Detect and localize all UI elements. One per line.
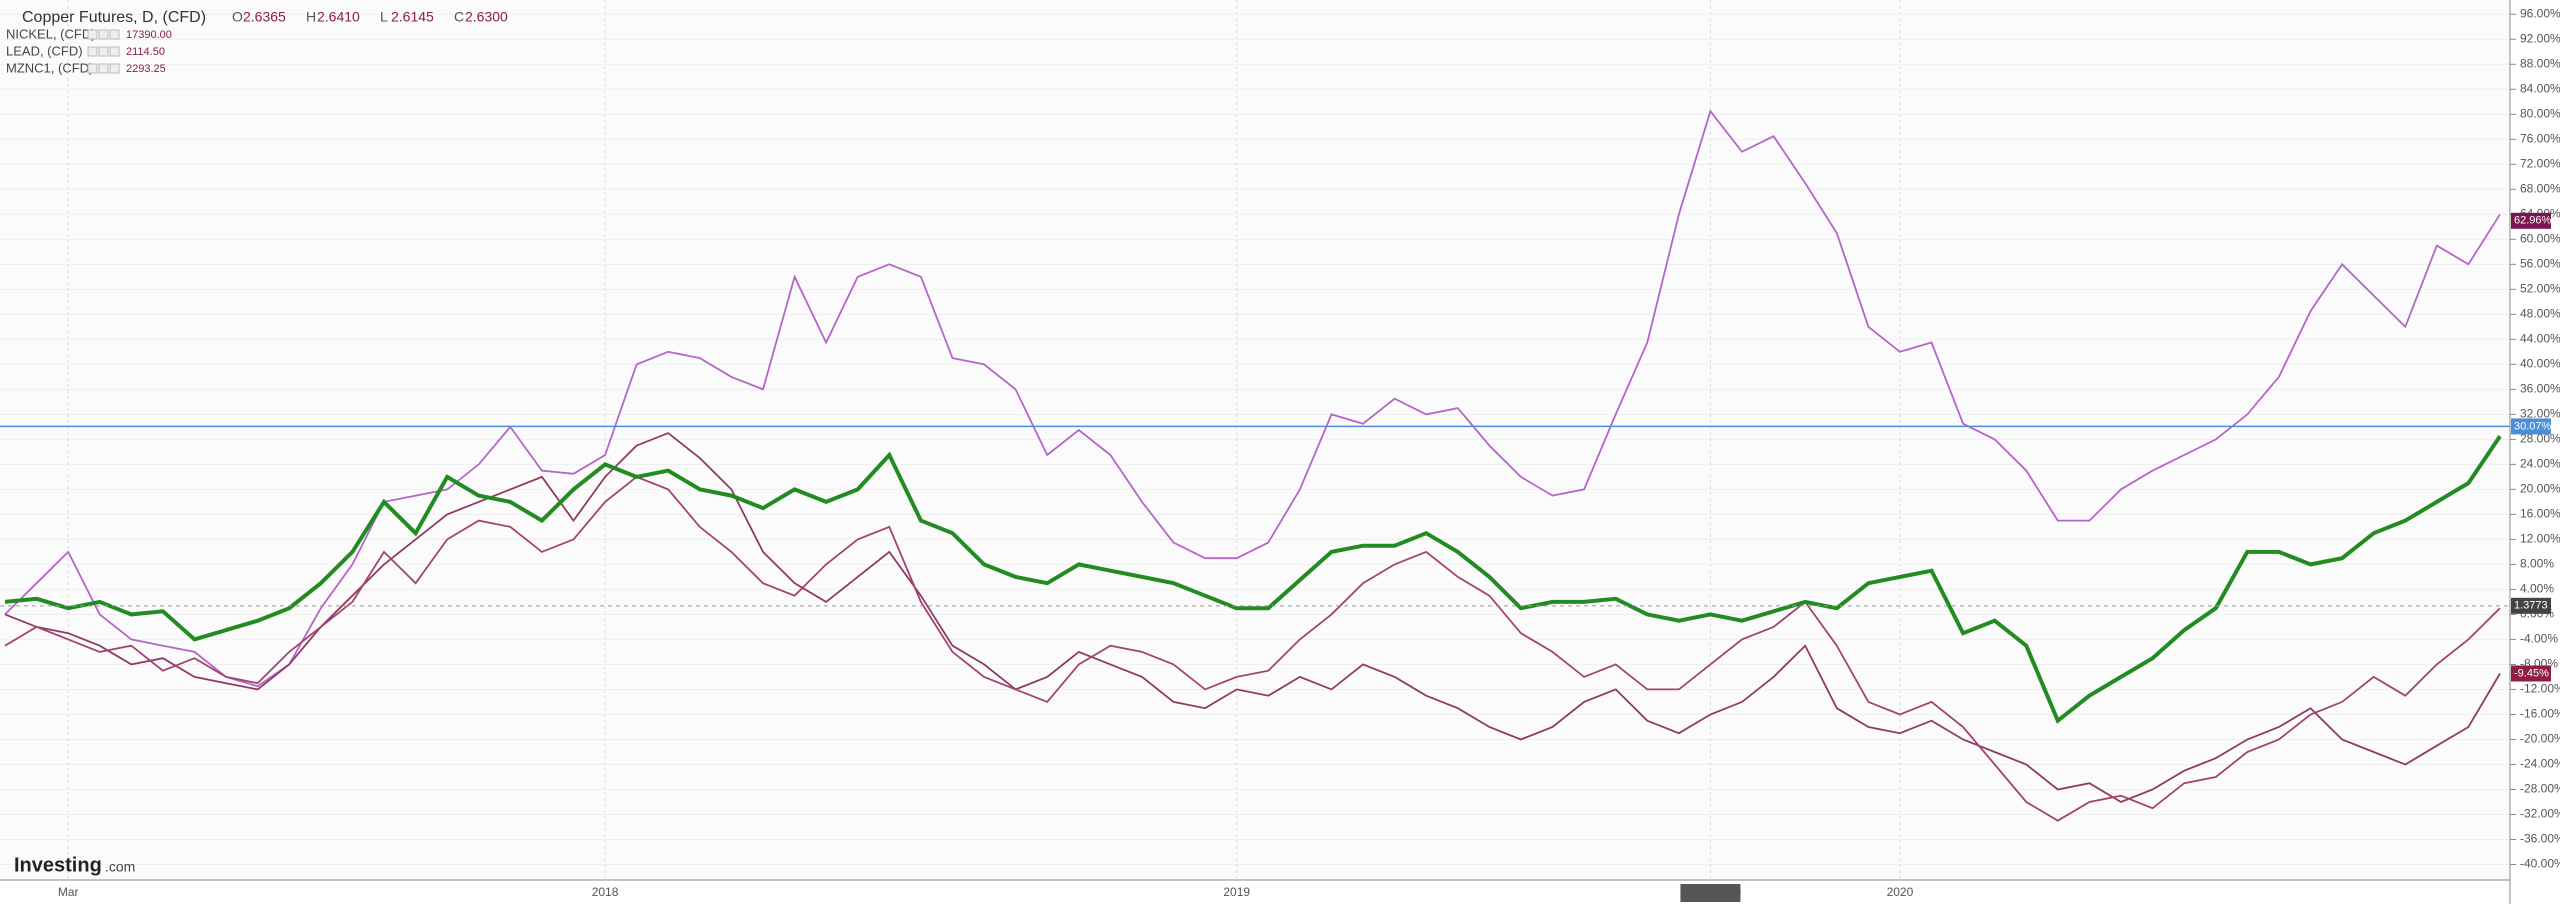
legend-button <box>109 29 120 40</box>
watermark-suffix: .com <box>105 859 135 875</box>
y-tick-label: 44.00% <box>2520 332 2560 346</box>
y-tick-label: 72.00% <box>2520 156 2560 170</box>
legend: Copper Futures, D, (CFD) O 2.6365 H 2.6410 L 2… <box>6 9 508 877</box>
x-tick-label: 2019 <box>1223 885 1250 899</box>
x-tick-label: 2020 <box>1887 885 1914 899</box>
y-tick-label: 84.00% <box>2520 81 2560 95</box>
ohlc-key: O <box>232 9 243 25</box>
y-tick-label: -24.00% <box>2520 757 2560 771</box>
legend-button <box>109 46 120 57</box>
y-tick-label: -28.00% <box>2520 782 2560 796</box>
y-tick-label: -4.00% <box>2520 632 2558 646</box>
legend-button <box>87 46 98 57</box>
y-tick-label: 24.00% <box>2520 457 2560 471</box>
x-tick-label: Mar <box>58 885 79 899</box>
y-tick-label: -12.00% <box>2520 682 2560 696</box>
series-line <box>4 475 2501 822</box>
y-tick-label: 48.00% <box>2520 307 2560 321</box>
y-tick-label: 40.00% <box>2520 357 2560 371</box>
y-tick-label: 56.00% <box>2520 256 2560 270</box>
watermark: Investing <box>14 854 102 876</box>
y-tick-label: 80.00% <box>2520 106 2560 120</box>
x-tick-label: 2018 <box>592 885 619 899</box>
axis-badge-label: 62.96% <box>2514 215 2552 227</box>
grid <box>0 0 2510 880</box>
lines <box>0 109 2510 822</box>
axis-badge-label: 30.07% <box>2514 420 2552 432</box>
y-tick-label: 76.00% <box>2520 131 2560 145</box>
axis-badge <box>2511 418 2551 435</box>
ohlc-value: 2.6300 <box>465 9 508 25</box>
y-tick-label: 20.00% <box>2520 482 2560 496</box>
y-tick-label: -36.00% <box>2520 832 2560 846</box>
legend-button <box>109 63 120 74</box>
axis-badge-label: 1.3773 <box>2514 600 2548 612</box>
legend-name: LEAD, (CFD) <box>6 43 83 58</box>
legend-value: 17390.00 <box>126 29 172 41</box>
y-tick-label: -16.00% <box>2520 707 2560 721</box>
x-tick-label: 2019-09-20 <box>1680 885 1742 899</box>
y-tick-label: -32.00% <box>2520 807 2560 821</box>
y-tick-label: 68.00% <box>2520 181 2560 195</box>
axis-badge-label: -9.45% <box>2514 667 2549 679</box>
series-line <box>4 432 2501 803</box>
legend-button <box>98 63 109 74</box>
y-tick-label: 60.00% <box>2520 231 2560 245</box>
legend-name: NICKEL, (CFD) <box>6 26 96 41</box>
axis-badge <box>2511 665 2551 682</box>
y-tick-label: -20.00% <box>2520 732 2560 746</box>
y-tick-label: 4.00% <box>2520 582 2554 596</box>
ohlc-key: C <box>454 9 464 25</box>
axis-labels: -40.00% -36.00% -32.00% -28.00% -24.00% -20.0… <box>58 6 2560 902</box>
legend-button <box>87 63 98 74</box>
y-tick-label: 28.00% <box>2520 432 2560 446</box>
series-line <box>4 435 2502 724</box>
chart-title: Copper Futures, D, (CFD) <box>22 9 206 26</box>
y-tick-label: -40.00% <box>2520 857 2560 871</box>
legend-button <box>98 46 109 57</box>
y-tick-label: 96.00% <box>2520 6 2560 20</box>
ohlc-value: 2.6145 <box>391 9 434 25</box>
legend-button <box>98 29 109 40</box>
legend-value: 2114.50 <box>126 46 165 58</box>
legend-value: 2293.25 <box>126 63 166 75</box>
plot-area <box>0 0 2510 880</box>
y-tick-label: 92.00% <box>2520 31 2560 45</box>
ohlc-value: 2.6365 <box>243 9 286 25</box>
y-tick-label: 52.00% <box>2520 282 2560 296</box>
legend-button <box>87 29 98 40</box>
y-tick-label: 8.00% <box>2520 557 2554 571</box>
axis-badge <box>2511 212 2551 229</box>
crosshair-label-bg <box>1680 884 1741 902</box>
y-tick-label: 16.00% <box>2520 507 2560 521</box>
ohlc-value: 2.6410 <box>317 9 360 25</box>
ohlc-key: L <box>380 9 388 25</box>
axis-badge <box>2511 597 2551 614</box>
ohlc-key: H <box>306 9 316 25</box>
legend-name: MZNC1, (CFD) <box>6 60 93 75</box>
series-line <box>4 109 2501 688</box>
y-tick-label: 12.00% <box>2520 532 2560 546</box>
y-tick-label: 32.00% <box>2520 407 2560 421</box>
y-tick-label: 88.00% <box>2520 56 2560 70</box>
y-tick-label: 36.00% <box>2520 382 2560 396</box>
